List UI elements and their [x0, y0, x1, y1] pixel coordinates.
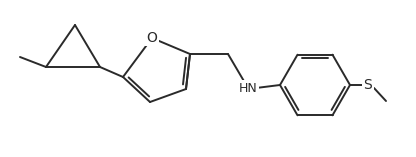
Text: O: O: [146, 31, 157, 45]
Text: HN: HN: [239, 81, 258, 95]
Text: S: S: [364, 78, 372, 92]
